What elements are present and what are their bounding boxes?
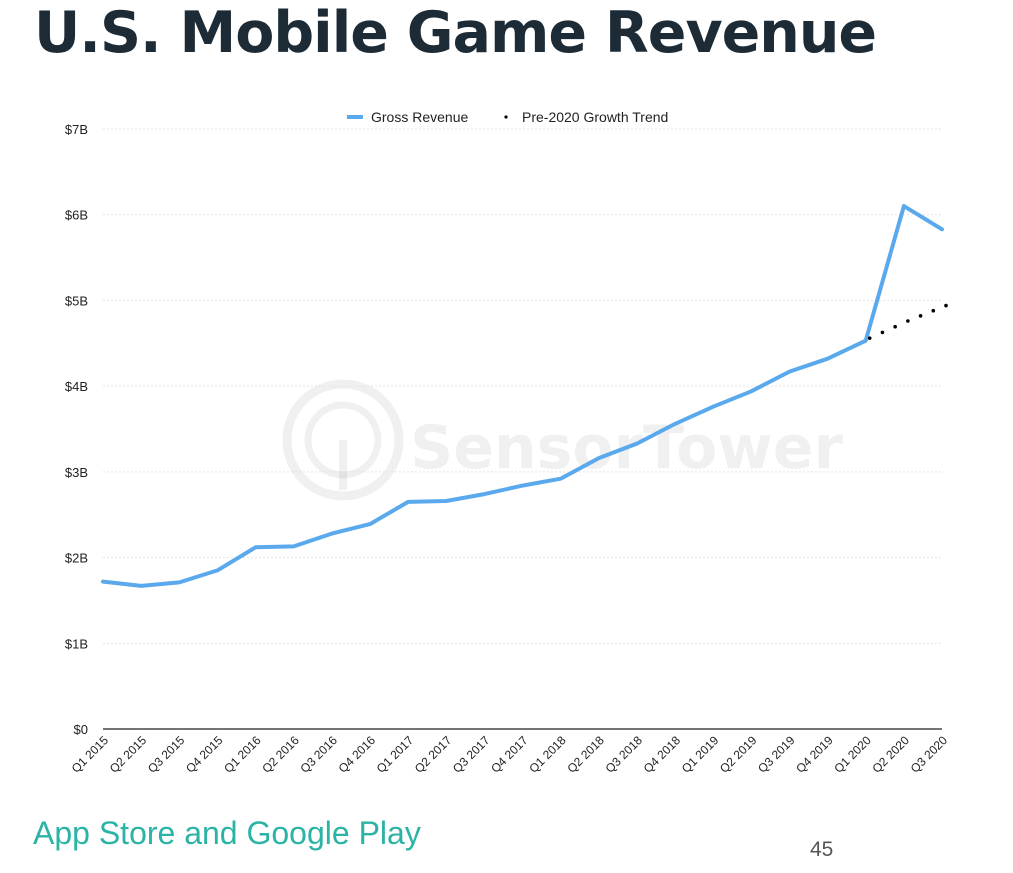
trend-dot [918, 314, 923, 318]
x-tick-label: Q1 2020 [831, 733, 874, 776]
x-tick-label: Q2 2020 [870, 733, 913, 776]
x-tick-label: Q3 2015 [145, 733, 188, 776]
legend-label-gross-revenue: Gross Revenue [371, 109, 468, 125]
y-tick-label: $7B [65, 122, 88, 137]
x-tick-label: Q2 2016 [259, 733, 302, 776]
y-tick-label: $6B [65, 208, 88, 223]
legend-label-trend: Pre-2020 Growth Trend [522, 109, 668, 125]
series-layer [101, 204, 948, 588]
y-tick-label: $5B [65, 293, 88, 308]
x-tick-label: Q4 2016 [336, 733, 379, 776]
x-tick-label: Q4 2018 [641, 733, 684, 776]
y-tick-label: $2B [65, 551, 88, 566]
x-tick-label: Q1 2016 [221, 733, 264, 776]
x-tick-label: Q1 2018 [526, 733, 569, 776]
x-tick-label: Q3 2016 [297, 733, 340, 776]
gross-revenue-line [101, 204, 944, 588]
x-tick-label: Q4 2019 [793, 733, 836, 776]
trend-dot [867, 336, 872, 340]
y-tick-label: $4B [65, 379, 88, 394]
x-tick-label: Q3 2019 [755, 733, 798, 776]
x-tick-label: Q2 2019 [717, 733, 760, 776]
legend-dot-swatch [504, 115, 508, 119]
trend-dot [944, 303, 948, 308]
page-number: 45 [810, 838, 834, 861]
source-label: App Store and Google Play [33, 815, 421, 851]
x-tick-label: Q4 2017 [488, 733, 531, 776]
x-tick-label: Q2 2018 [564, 733, 607, 776]
y-axis-ticks: $0 $1B $2B $3B $4B $5B $6B $7B [65, 122, 88, 737]
x-tick-label: Q3 2020 [908, 733, 951, 776]
x-tick-label: Q3 2018 [603, 733, 646, 776]
trend-dot [931, 308, 936, 313]
gridlines [103, 128, 942, 730]
trend-dot [893, 324, 897, 329]
y-tick-label: $0 [74, 722, 88, 737]
x-tick-label: Q1 2019 [679, 733, 722, 776]
trend-dot [906, 319, 910, 323]
x-tick-label: Q4 2015 [183, 733, 226, 776]
y-tick-label: $1B [65, 636, 88, 651]
x-tick-label: Q1 2015 [69, 733, 112, 776]
x-tick-label: Q1 2017 [374, 733, 417, 776]
y-tick-label: $3B [65, 465, 88, 480]
x-tick-label: Q3 2017 [450, 733, 493, 776]
watermark-logo [282, 379, 404, 501]
page-title: U.S. Mobile Game Revenue [34, 0, 877, 66]
x-tick-label: Q2 2015 [107, 733, 150, 776]
trend-dot [880, 330, 885, 335]
x-tick-label: Q2 2017 [412, 733, 455, 776]
legend: Gross Revenue Pre-2020 Growth Trend [347, 109, 668, 125]
